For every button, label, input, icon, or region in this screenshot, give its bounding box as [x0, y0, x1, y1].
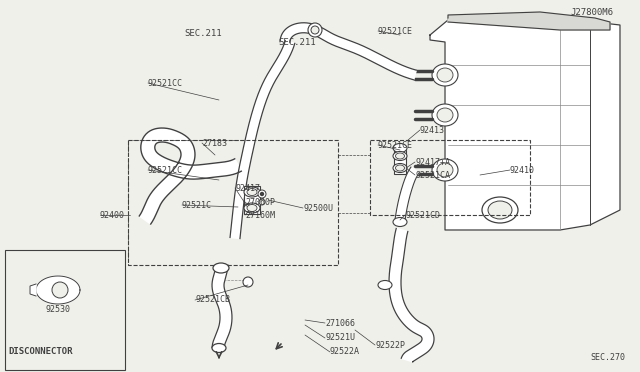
- Ellipse shape: [488, 201, 512, 219]
- Ellipse shape: [244, 203, 260, 213]
- Text: 92521CB: 92521CB: [195, 295, 230, 305]
- Text: 92413: 92413: [420, 125, 445, 135]
- Text: 92521U: 92521U: [325, 334, 355, 343]
- Ellipse shape: [393, 151, 407, 160]
- Polygon shape: [140, 128, 241, 224]
- Text: 92521CC: 92521CC: [148, 78, 183, 87]
- Text: 27060P: 27060P: [245, 198, 275, 206]
- Circle shape: [258, 190, 266, 198]
- Ellipse shape: [393, 144, 407, 153]
- Ellipse shape: [482, 197, 518, 223]
- Text: 92521CE: 92521CE: [378, 26, 413, 35]
- Text: J27800M6: J27800M6: [570, 7, 613, 16]
- Ellipse shape: [396, 153, 404, 159]
- Text: 92521CA: 92521CA: [415, 170, 450, 180]
- Ellipse shape: [213, 263, 229, 273]
- Text: 92410: 92410: [510, 166, 535, 174]
- Circle shape: [260, 192, 264, 196]
- Bar: [5, 250, 125, 370]
- Circle shape: [311, 26, 319, 34]
- Ellipse shape: [393, 164, 407, 173]
- Ellipse shape: [437, 108, 453, 122]
- Circle shape: [52, 282, 68, 298]
- Text: 92500U: 92500U: [303, 203, 333, 212]
- Ellipse shape: [244, 187, 260, 197]
- Bar: [244, 186, 260, 214]
- Ellipse shape: [247, 189, 257, 196]
- Circle shape: [243, 277, 253, 287]
- Ellipse shape: [393, 218, 407, 227]
- Text: 92521C: 92521C: [182, 201, 212, 209]
- Text: 92530: 92530: [45, 305, 70, 314]
- Polygon shape: [389, 228, 434, 362]
- Ellipse shape: [437, 163, 453, 177]
- Polygon shape: [395, 167, 419, 221]
- Bar: [370, 140, 530, 215]
- Polygon shape: [36, 276, 80, 304]
- Polygon shape: [30, 284, 36, 296]
- Text: 271066: 271066: [325, 318, 355, 327]
- Text: 92521CE: 92521CE: [378, 141, 413, 150]
- Text: 92521CD: 92521CD: [405, 211, 440, 219]
- Polygon shape: [212, 265, 232, 349]
- Ellipse shape: [247, 205, 257, 212]
- Ellipse shape: [396, 165, 404, 171]
- Bar: [128, 140, 338, 265]
- Text: SEC.211: SEC.211: [278, 38, 316, 46]
- Text: 27160M: 27160M: [245, 211, 275, 219]
- Text: SEC.270: SEC.270: [590, 353, 625, 362]
- Text: 92521CC: 92521CC: [148, 166, 183, 174]
- Ellipse shape: [432, 104, 458, 126]
- Ellipse shape: [432, 159, 458, 181]
- Ellipse shape: [378, 280, 392, 289]
- Polygon shape: [280, 23, 416, 80]
- Text: DISCONNECTOR: DISCONNECTOR: [8, 347, 72, 356]
- Text: 27183: 27183: [202, 138, 227, 148]
- Circle shape: [308, 23, 322, 37]
- Text: 92417: 92417: [235, 183, 260, 192]
- Polygon shape: [430, 18, 620, 230]
- Ellipse shape: [432, 64, 458, 86]
- Text: 92417+A: 92417+A: [415, 157, 450, 167]
- Ellipse shape: [437, 68, 453, 82]
- Text: 92522P: 92522P: [375, 340, 405, 350]
- Text: 92400: 92400: [100, 211, 125, 219]
- Polygon shape: [448, 12, 610, 30]
- Text: 92522A: 92522A: [330, 347, 360, 356]
- Ellipse shape: [212, 343, 226, 353]
- Circle shape: [259, 199, 265, 205]
- Bar: [394, 150, 406, 174]
- Text: SEC.211: SEC.211: [184, 29, 221, 38]
- Polygon shape: [230, 41, 295, 238]
